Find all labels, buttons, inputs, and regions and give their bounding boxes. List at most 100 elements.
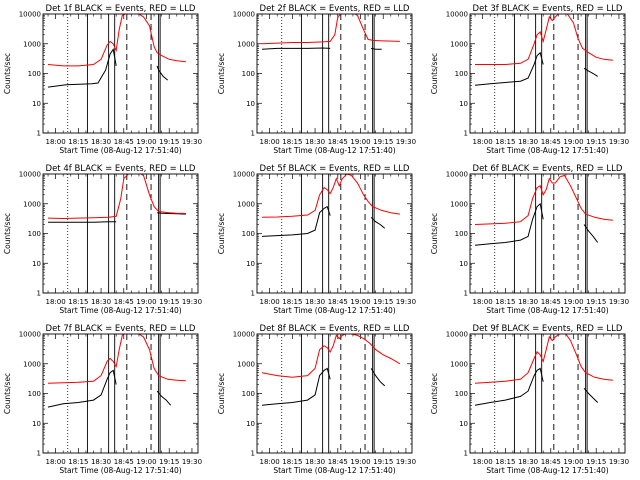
panel-title: Det 5f BLACK = Events, RED = LLD <box>260 164 410 174</box>
y-tick-label: 10 <box>32 100 41 108</box>
y-tick-label: 1 <box>251 290 255 298</box>
x-tick-label: 19:00 <box>136 138 156 146</box>
panel-series <box>47 14 186 88</box>
x-tick-label: 19:30 <box>609 298 629 306</box>
x-tick-label: 18:45 <box>114 138 134 146</box>
x-tick-label: 18:30 <box>91 298 111 306</box>
x-tick-label: 19:15 <box>373 458 393 466</box>
series-events <box>371 47 382 50</box>
panel-series <box>261 334 401 406</box>
x-tick-label: 19:00 <box>350 138 370 146</box>
y-tick-label: 10000 <box>446 11 468 19</box>
series-events <box>583 387 599 403</box>
panel-9: 1 10 100 1000 10000 18:00 18:15 18:30 18:45 19:00… <box>430 324 629 475</box>
y-tick-label: 10000 <box>233 171 255 179</box>
panel-8: 1 10 100 1000 10000 18:00 18:15 18:30 18:45 19:00… <box>217 324 416 475</box>
y-tick-label: 10 <box>32 260 41 268</box>
y-tick-label: 10000 <box>233 11 255 19</box>
x-tick-label: 18:45 <box>328 138 348 146</box>
y-axis-label: Counts/sec <box>217 213 226 254</box>
x-tick-label: 18:30 <box>305 138 325 146</box>
x-tick-label: 18:00 <box>46 458 66 466</box>
series-lld <box>475 14 613 65</box>
y-tick-label: 10 <box>246 420 255 428</box>
y-axis-label: Counts/sec <box>3 373 12 414</box>
x-tick-label: 19:00 <box>563 298 583 306</box>
y-tick-label: 10000 <box>233 331 255 339</box>
x-axis-label: Start Time (08-Aug-12 17:51:40) <box>273 306 395 315</box>
y-tick-label: 10 <box>246 100 255 108</box>
x-axis-label: Start Time (08-Aug-12 17:51:40) <box>486 466 608 475</box>
y-tick-label: 1000 <box>450 40 468 48</box>
series-events <box>156 65 169 81</box>
x-tick-label: 18:45 <box>328 458 348 466</box>
x-tick-label: 19:30 <box>396 458 416 466</box>
x-tick-label: 18:00 <box>260 138 280 146</box>
y-axis-label: Counts/sec <box>3 213 12 254</box>
y-axis-label: Counts/sec <box>430 53 439 94</box>
x-axis-label: Start Time (08-Aug-12 17:51:40) <box>273 466 395 475</box>
y-tick-label: 100 <box>455 390 468 398</box>
plot-frame <box>256 13 413 134</box>
x-tick-label: 19:00 <box>350 298 370 306</box>
series-events <box>261 47 331 50</box>
y-tick-label: 1000 <box>23 200 41 208</box>
panel-title: Det 9f BLACK = Events, RED = LLD <box>473 324 623 334</box>
plot-frame <box>42 173 199 294</box>
y-tick-label: 10000 <box>19 11 41 19</box>
x-tick-label: 19:15 <box>586 298 606 306</box>
x-axis-label: Start Time (08-Aug-12 17:51:40) <box>486 146 608 155</box>
panel-series <box>47 174 186 223</box>
x-tick-label: 18:15 <box>68 458 88 466</box>
series-events <box>48 221 117 223</box>
series-events <box>583 224 599 243</box>
y-tick-label: 1000 <box>23 40 41 48</box>
y-axis-label: Counts/sec <box>217 373 226 414</box>
x-tick-label: 18:45 <box>541 458 561 466</box>
x-tick-label: 19:15 <box>373 298 393 306</box>
x-tick-label: 18:45 <box>541 298 561 306</box>
y-tick-label: 1 <box>37 130 41 138</box>
y-tick-label: 10 <box>459 420 468 428</box>
series-events <box>156 390 172 406</box>
y-tick-label: 100 <box>28 230 41 238</box>
x-tick-label: 18:15 <box>68 298 88 306</box>
x-tick-label: 18:15 <box>282 298 302 306</box>
x-tick-label: 19:00 <box>136 298 156 306</box>
y-tick-label: 10000 <box>446 171 468 179</box>
y-axis-label: Counts/sec <box>430 213 439 254</box>
panel-series <box>261 174 400 237</box>
x-tick-label: 18:15 <box>282 458 302 466</box>
y-axis-label: Counts/sec <box>3 53 12 94</box>
y-tick-label: 10000 <box>446 331 468 339</box>
plot-frame <box>469 13 626 134</box>
x-tick-label: 19:30 <box>609 458 629 466</box>
x-tick-label: 18:00 <box>473 298 493 306</box>
panel-series <box>261 14 400 50</box>
x-tick-label: 18:00 <box>260 298 280 306</box>
y-tick-label: 10000 <box>19 331 41 339</box>
panel-title: Det 7f BLACK = Events, RED = LLD <box>46 324 196 334</box>
series-events <box>261 367 331 406</box>
plot-frame <box>42 13 199 134</box>
x-tick-label: 19:15 <box>586 138 606 146</box>
x-tick-label: 18:00 <box>473 458 493 466</box>
panel-4: 1 10 100 1000 10000 18:00 18:15 18:30 18:45 19:00… <box>3 164 202 315</box>
x-tick-label: 19:00 <box>136 458 156 466</box>
x-tick-label: 19:15 <box>159 138 179 146</box>
x-tick-label: 18:15 <box>68 138 88 146</box>
y-axis-label: Counts/sec <box>430 373 439 414</box>
x-tick-label: 18:30 <box>518 298 538 306</box>
plot-frame <box>256 173 413 294</box>
y-tick-label: 1000 <box>237 360 255 368</box>
y-tick-label: 100 <box>455 70 468 78</box>
y-tick-label: 100 <box>242 390 255 398</box>
x-tick-label: 18:15 <box>282 138 302 146</box>
panel-series <box>474 174 613 246</box>
x-tick-label: 19:30 <box>182 458 202 466</box>
y-axis-label: Counts/sec <box>217 53 226 94</box>
x-axis-label: Start Time (08-Aug-12 17:51:40) <box>486 306 608 315</box>
y-tick-label: 100 <box>242 70 255 78</box>
